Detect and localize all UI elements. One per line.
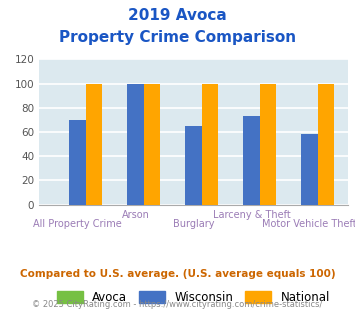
Text: Burglary: Burglary [173,219,214,229]
Text: All Property Crime: All Property Crime [33,219,122,229]
Bar [301,134,318,205]
Text: © 2025 CityRating.com - https://www.cityrating.com/crime-statistics/: © 2025 CityRating.com - https://www.city… [32,300,323,309]
Bar [143,83,160,205]
Bar [185,126,202,205]
Bar [69,120,86,205]
Text: Motor Vehicle Theft: Motor Vehicle Theft [262,219,355,229]
Text: 2019 Avoca: 2019 Avoca [128,8,227,23]
Legend: Avoca, Wisconsin, National: Avoca, Wisconsin, National [52,286,335,309]
Bar [127,83,143,205]
Text: Larceny & Theft: Larceny & Theft [213,210,290,219]
Bar [86,83,102,205]
Bar [202,83,218,205]
Bar [260,83,276,205]
Bar [244,116,260,205]
Text: Property Crime Comparison: Property Crime Comparison [59,30,296,45]
Text: Compared to U.S. average. (U.S. average equals 100): Compared to U.S. average. (U.S. average … [20,269,335,279]
Text: Arson: Arson [121,210,149,219]
Bar [318,83,334,205]
